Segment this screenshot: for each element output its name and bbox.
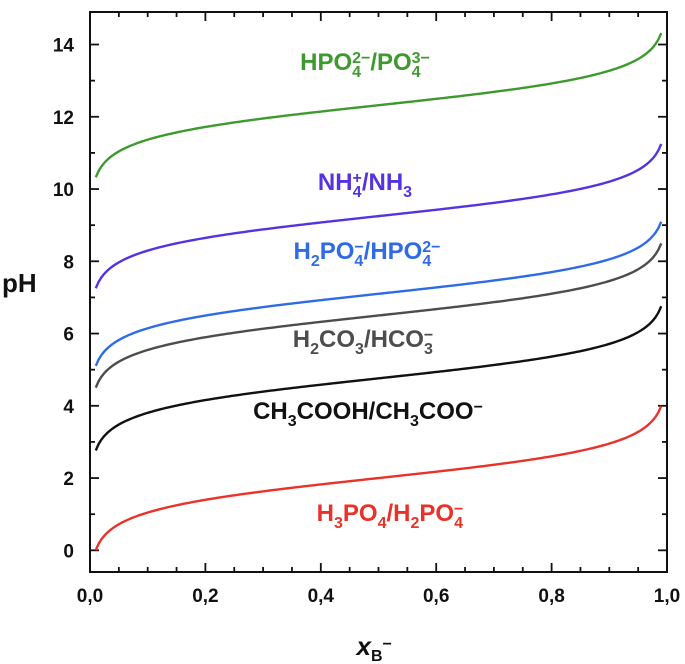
series-label-part: 3 <box>334 515 343 532</box>
series-label-part: COO <box>419 398 474 425</box>
series-label-part: HPO <box>300 49 352 76</box>
series-label-part: /PO <box>370 49 411 76</box>
y-tick-label: 8 <box>63 252 74 273</box>
series-label-2: H2CO3/HCO3− <box>293 326 433 358</box>
series-label-part: 2 <box>411 515 420 532</box>
series-label-part: H <box>293 238 310 265</box>
x-axis-title-main: x <box>355 631 373 661</box>
series-label-part: COOH/CH <box>297 398 410 425</box>
series-line-4 <box>94 143 663 289</box>
series-label-part: 3 <box>410 413 419 430</box>
series-label-part: 4 <box>354 253 363 270</box>
series-label-part: 3 <box>355 341 364 358</box>
series-line-0 <box>94 405 663 551</box>
series-label-part: PO <box>419 500 454 527</box>
y-axis-title: pH <box>2 268 37 298</box>
series-label-part: 4 <box>353 184 362 201</box>
y-tick-label: 12 <box>53 108 74 129</box>
series-label-part: 2− <box>422 239 440 256</box>
plot-frame <box>89 11 668 573</box>
series-label-part: − <box>424 327 433 344</box>
x-tick-label: 0,4 <box>308 586 335 607</box>
series-label-part: H <box>317 500 334 527</box>
y-tick-label: 14 <box>53 36 75 57</box>
series-label-part: 3 <box>288 413 297 430</box>
series-line-3 <box>94 221 663 367</box>
series-label-part: CH <box>253 398 288 425</box>
x-tick-label: 0,2 <box>192 586 218 607</box>
series-label-part: 2− <box>352 50 370 67</box>
series-label-part: /H <box>387 500 411 527</box>
series-label-part: 4 <box>422 253 431 270</box>
series-label-part: − <box>354 239 363 256</box>
x-axis-title-sup: − <box>383 636 392 653</box>
y-tick-label: 2 <box>63 469 74 490</box>
series-label-part: 4 <box>378 515 387 532</box>
series-label-part: − <box>454 501 463 518</box>
x-tick-label: 0,0 <box>77 586 103 607</box>
series-label-part: CO <box>319 326 355 353</box>
x-tick-label: 0,8 <box>538 586 564 607</box>
y-tick-label: 10 <box>53 180 74 201</box>
series-label-part: NH <box>318 169 353 196</box>
series-label-part: PO <box>320 238 355 265</box>
series-label-part: 4 <box>412 64 421 81</box>
series-label-1: CH3COOH/CH3COO− <box>253 398 483 430</box>
y-tick-label: 4 <box>63 397 74 418</box>
series-label-5: HPO42−/PO43− <box>300 49 430 81</box>
series-label-0: H3PO4/H2PO4− <box>317 500 464 532</box>
series-label-part: 3 <box>424 341 433 358</box>
series-label-4: NH4+/NH3 <box>318 169 412 201</box>
series-line-5 <box>94 32 663 178</box>
series-label-part: /HCO <box>364 326 424 353</box>
series-label-part: 4 <box>454 515 463 532</box>
x-axis-title-sub: B <box>371 648 383 664</box>
x-tick-label: 1,0 <box>654 586 680 607</box>
series-label-part: 4 <box>352 64 361 81</box>
y-tick-label: 0 <box>63 541 74 562</box>
series-label-part: PO <box>343 500 378 527</box>
series-label-part: /NH <box>362 169 403 196</box>
plot-area: 0,0 0,2 0,4 0,6 0,8 1,002468101214pHxB−H3PO4/… <box>2 11 680 664</box>
series-label-3: H2PO4−/HPO42− <box>293 238 440 270</box>
x-tick-label: 0,6 <box>423 586 449 607</box>
series-label-part: + <box>352 170 361 187</box>
series-label-part: H <box>293 326 310 353</box>
series-label-part: 2 <box>311 253 320 270</box>
series-line-1 <box>94 305 663 451</box>
series-label-part: 2 <box>310 341 319 358</box>
series-label-part: − <box>474 399 483 416</box>
y-tick-label: 6 <box>63 325 74 346</box>
series-label-part: /HPO <box>364 238 423 265</box>
series-line-2 <box>94 242 663 389</box>
x-axis-title: xB− <box>355 631 392 664</box>
series-label-part: 3 <box>403 184 412 201</box>
series-label-part: 3− <box>412 50 430 67</box>
